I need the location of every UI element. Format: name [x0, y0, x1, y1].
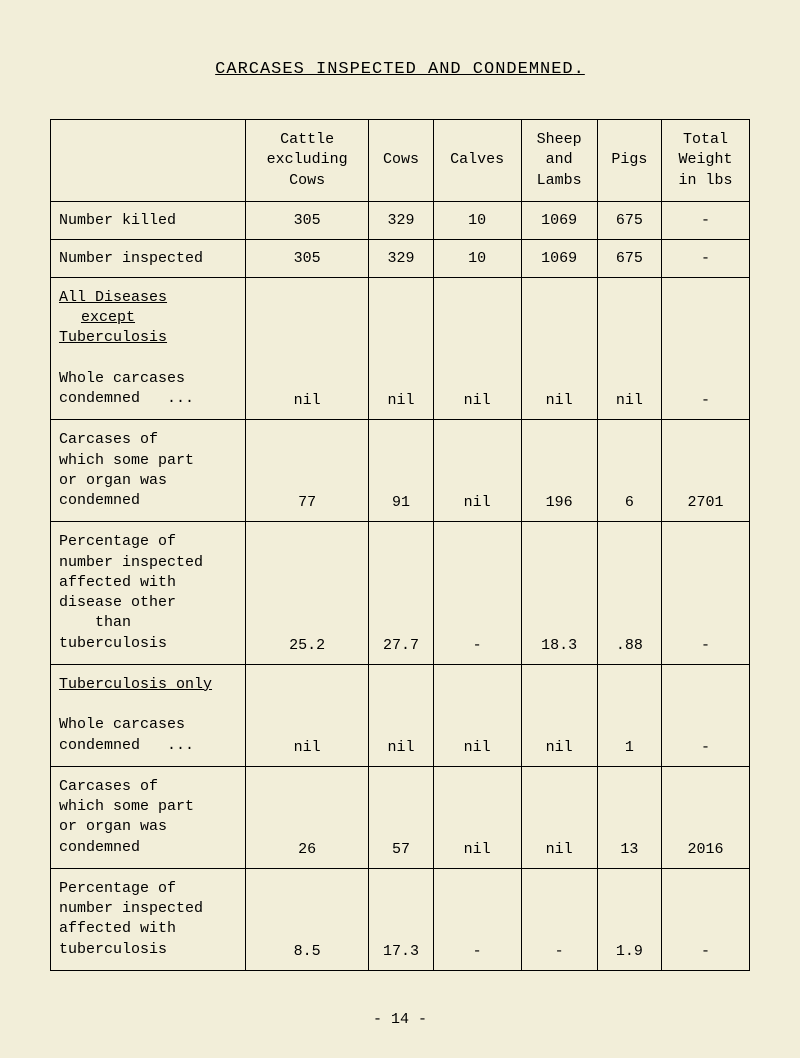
cell: 2016: [662, 766, 750, 868]
cell: -: [521, 868, 597, 970]
cell: -: [433, 522, 521, 665]
cell: 27.7: [369, 522, 433, 665]
cell: nil: [597, 277, 661, 420]
row-percentage-2: Percentage ofnumber inspectedaffected wi…: [51, 868, 750, 970]
cell: -: [662, 868, 750, 970]
cell: 13: [597, 766, 661, 868]
title-period: .: [574, 60, 585, 79]
cell: -: [433, 868, 521, 970]
cell: 1069: [521, 201, 597, 239]
cell: 329: [369, 201, 433, 239]
row-percentage-1: Percentage ofnumber inspectedaffected wi…: [51, 522, 750, 665]
cell: 2701: [662, 420, 750, 522]
cell: 8.5: [246, 868, 369, 970]
cell: 305: [246, 201, 369, 239]
cell: 1069: [521, 239, 597, 277]
label-part-condemned-2: Carcases ofwhich some partor organ wasco…: [51, 766, 246, 868]
row-number-killed: Number killed 305 329 10 1069 675 -: [51, 201, 750, 239]
label-all-diseases-block: All Diseases except Tuberculosis Whole c…: [51, 277, 246, 420]
cell: .88: [597, 522, 661, 665]
cell: nil: [433, 766, 521, 868]
label-number-inspected: Number inspected: [51, 239, 246, 277]
cell: nil: [433, 277, 521, 420]
cell: nil: [521, 664, 597, 766]
cell: 675: [597, 201, 661, 239]
all-diseases-line3: Tuberculosis: [59, 329, 167, 346]
header-total: TotalWeightin lbs: [662, 120, 750, 202]
cell: nil: [433, 664, 521, 766]
row-part-condemned-2: Carcases ofwhich some partor organ wasco…: [51, 766, 750, 868]
header-cattle: CattleexcludingCows: [246, 120, 369, 202]
header-cows: Cows: [369, 120, 433, 202]
title-underlined: CARCASES INSPECTED AND CONDEMNED: [215, 60, 573, 79]
row-number-inspected: Number inspected 305 329 10 1069 675 -: [51, 239, 750, 277]
cell: nil: [246, 664, 369, 766]
header-row: CattleexcludingCows Cows Calves Sheepand…: [51, 120, 750, 202]
cell: 1.9: [597, 868, 661, 970]
cell: nil: [246, 277, 369, 420]
label-percentage-2: Percentage ofnumber inspectedaffected wi…: [51, 868, 246, 970]
cell: 26: [246, 766, 369, 868]
all-diseases-line2: except: [59, 308, 239, 328]
cell: -: [662, 201, 750, 239]
label-whole-carcases-1: Whole carcasescondemned ...: [59, 370, 194, 407]
cell: 1: [597, 664, 661, 766]
cell: 6: [597, 420, 661, 522]
header-blank: [51, 120, 246, 202]
header-pigs: Pigs: [597, 120, 661, 202]
row-part-condemned-1: Carcases ofwhich some partor organ wasco…: [51, 420, 750, 522]
label-whole-carcases-2: Whole carcasescondemned ...: [59, 716, 194, 753]
cell: 196: [521, 420, 597, 522]
cell: -: [662, 239, 750, 277]
page-number: - 14 -: [50, 1011, 750, 1028]
cell: nil: [433, 420, 521, 522]
cell: -: [662, 522, 750, 665]
label-percentage-1: Percentage ofnumber inspectedaffected wi…: [51, 522, 246, 665]
all-diseases-line1: All Diseases: [59, 289, 167, 306]
cell: -: [662, 277, 750, 420]
cell: nil: [521, 277, 597, 420]
cell: 25.2: [246, 522, 369, 665]
cell: 17.3: [369, 868, 433, 970]
cell: 675: [597, 239, 661, 277]
cell: nil: [369, 277, 433, 420]
carcases-table: CattleexcludingCows Cows Calves Sheepand…: [50, 119, 750, 971]
cell: 57: [369, 766, 433, 868]
cell: -: [662, 664, 750, 766]
cell: nil: [369, 664, 433, 766]
page-title: CARCASES INSPECTED AND CONDEMNED.: [50, 60, 750, 79]
header-sheep: SheepandLambs: [521, 120, 597, 202]
label-tb-only-block: Tuberculosis only Whole carcasescondemne…: [51, 664, 246, 766]
cell: 10: [433, 239, 521, 277]
cell: 305: [246, 239, 369, 277]
label-number-killed: Number killed: [51, 201, 246, 239]
cell: 91: [369, 420, 433, 522]
tb-only-header: Tuberculosis only: [59, 676, 212, 693]
cell: 329: [369, 239, 433, 277]
header-calves: Calves: [433, 120, 521, 202]
cell: nil: [521, 766, 597, 868]
cell: 18.3: [521, 522, 597, 665]
row-whole-carcases-1: All Diseases except Tuberculosis Whole c…: [51, 277, 750, 420]
cell: 10: [433, 201, 521, 239]
row-whole-carcases-2: Tuberculosis only Whole carcasescondemne…: [51, 664, 750, 766]
label-part-condemned-1: Carcases ofwhich some partor organ wasco…: [51, 420, 246, 522]
cell: 77: [246, 420, 369, 522]
